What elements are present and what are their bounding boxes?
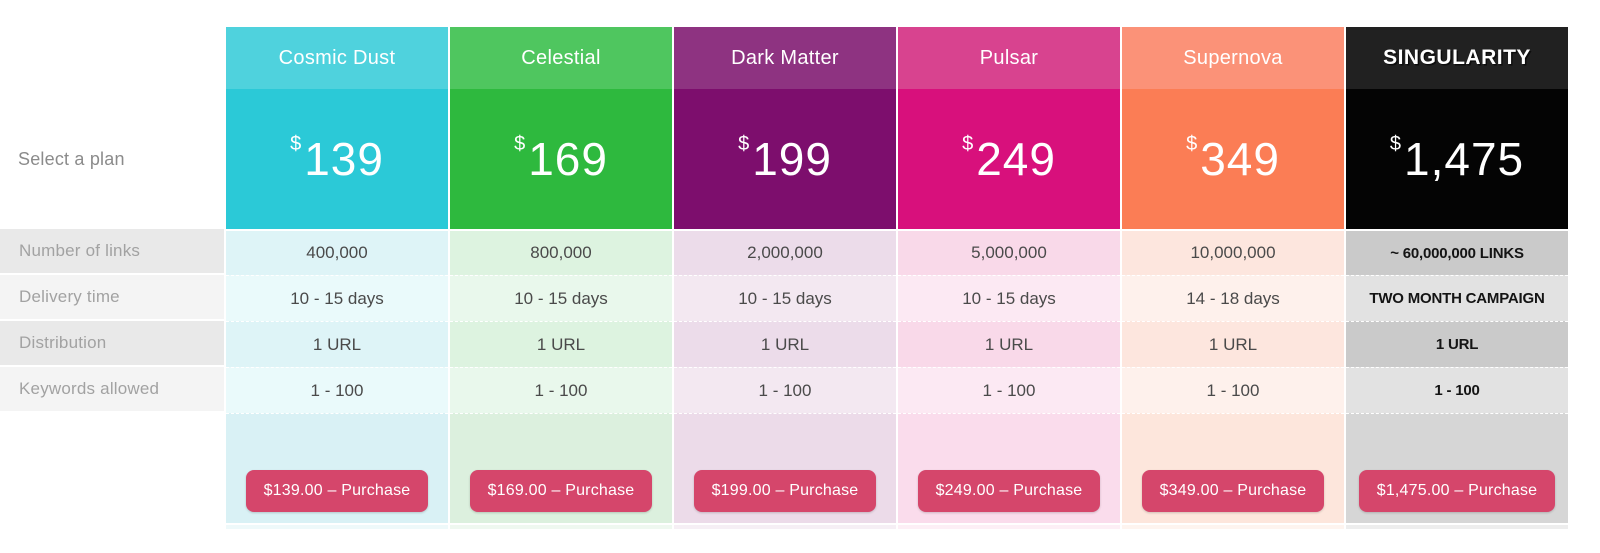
- column-bottom-strip: [898, 525, 1120, 529]
- price-amount: 199: [752, 133, 832, 185]
- currency-symbol: $: [1389, 132, 1401, 155]
- plan-price: $249: [898, 89, 1120, 229]
- column-bottom-strip: [450, 525, 672, 529]
- purchase-button[interactable]: $249.00 – Purchase: [917, 470, 1101, 512]
- currency-symbol: $: [290, 132, 302, 155]
- plan-links-cell: 2,000,000: [674, 229, 896, 275]
- plan-column: Dark Matter $199 2,000,000 10 - 15 days …: [674, 27, 896, 529]
- plan-links-cell: 10,000,000: [1122, 229, 1344, 275]
- plan-name: Dark Matter: [674, 27, 896, 89]
- purchase-button[interactable]: $139.00 – Purchase: [245, 470, 429, 512]
- price-amount: 249: [976, 133, 1056, 185]
- plan-footer: $139.00 – Purchase: [226, 413, 448, 523]
- plan-price: $139: [226, 89, 448, 229]
- plan-name: Celestial: [450, 27, 672, 89]
- plan-price: $169: [450, 89, 672, 229]
- plan-delivery-cell: 10 - 15 days: [450, 275, 672, 321]
- column-bottom-strip: [226, 525, 448, 529]
- plan-footer: $1,475.00 – Purchase: [1346, 413, 1568, 523]
- purchase-button[interactable]: $169.00 – Purchase: [469, 470, 653, 512]
- plan-column: Pulsar $249 5,000,000 10 - 15 days 1 URL…: [898, 27, 1120, 529]
- price-amount: 139: [304, 133, 384, 185]
- purchase-button[interactable]: $1,475.00 – Purchase: [1358, 470, 1556, 512]
- column-bottom-strip: [674, 525, 896, 529]
- plan-delivery-cell: 10 - 15 days: [226, 275, 448, 321]
- column-bottom-strip: [1346, 525, 1568, 529]
- price-amount: 169: [528, 133, 608, 185]
- currency-symbol: $: [738, 132, 750, 155]
- purchase-button[interactable]: $199.00 – Purchase: [693, 470, 877, 512]
- currency-symbol: $: [1186, 132, 1198, 155]
- column-bottom-strip: [1122, 525, 1344, 529]
- price-amount: 349: [1200, 133, 1280, 185]
- pricing-table: Select a plan Number of links Delivery t…: [0, 27, 1568, 529]
- row-label-delivery-time: Delivery time: [0, 275, 224, 321]
- plan-delivery-cell: TWO MONTH CAMPAIGN: [1346, 275, 1568, 321]
- plan-column: Supernova $349 10,000,000 14 - 18 days 1…: [1122, 27, 1344, 529]
- plan-distribution-cell: 1 URL: [898, 321, 1120, 367]
- row-label-keywords-allowed: Keywords allowed: [0, 367, 224, 413]
- plan-price: $199: [674, 89, 896, 229]
- row-label-distribution: Distribution: [0, 321, 224, 367]
- price-amount: 1,475: [1404, 133, 1525, 185]
- header-spacer: [0, 27, 224, 89]
- currency-symbol: $: [962, 132, 974, 155]
- purchase-button[interactable]: $349.00 – Purchase: [1141, 470, 1325, 512]
- plan-distribution-cell: 1 URL: [450, 321, 672, 367]
- plan-column: SINGULARITY $1,475 ~ 60,000,000 LINKS TW…: [1346, 27, 1568, 529]
- plan-footer: $349.00 – Purchase: [1122, 413, 1344, 523]
- plan-keywords-cell: 1 - 100: [898, 367, 1120, 413]
- plan-links-cell: 5,000,000: [898, 229, 1120, 275]
- plan-keywords-cell: 1 - 100: [1346, 367, 1568, 413]
- row-labels-column: Select a plan Number of links Delivery t…: [0, 27, 224, 529]
- plan-distribution-cell: 1 URL: [674, 321, 896, 367]
- plan-name: Cosmic Dust: [226, 27, 448, 89]
- plan-keywords-cell: 1 - 100: [450, 367, 672, 413]
- plan-name: Supernova: [1122, 27, 1344, 89]
- plan-delivery-cell: 14 - 18 days: [1122, 275, 1344, 321]
- plan-links-cell: 800,000: [450, 229, 672, 275]
- plan-column: Cosmic Dust $139 400,000 10 - 15 days 1 …: [226, 27, 448, 529]
- plan-footer: $199.00 – Purchase: [674, 413, 896, 523]
- plan-links-cell: 400,000: [226, 229, 448, 275]
- plan-delivery-cell: 10 - 15 days: [674, 275, 896, 321]
- plan-keywords-cell: 1 - 100: [226, 367, 448, 413]
- plan-distribution-cell: 1 URL: [1346, 321, 1568, 367]
- plan-keywords-cell: 1 - 100: [674, 367, 896, 413]
- plan-delivery-cell: 10 - 15 days: [898, 275, 1120, 321]
- plan-name: Pulsar: [898, 27, 1120, 89]
- select-plan-label: Select a plan: [18, 148, 125, 169]
- plan-distribution-cell: 1 URL: [226, 321, 448, 367]
- plan-price: $1,475: [1346, 89, 1568, 229]
- plan-keywords-cell: 1 - 100: [1122, 367, 1344, 413]
- plan-footer: $169.00 – Purchase: [450, 413, 672, 523]
- plan-name: SINGULARITY: [1346, 27, 1568, 89]
- currency-symbol: $: [514, 132, 526, 155]
- plan-distribution-cell: 1 URL: [1122, 321, 1344, 367]
- plan-column: Celestial $169 800,000 10 - 15 days 1 UR…: [450, 27, 672, 529]
- plan-links-cell: ~ 60,000,000 LINKS: [1346, 229, 1568, 275]
- plan-footer: $249.00 – Purchase: [898, 413, 1120, 523]
- row-label-number-of-links: Number of links: [0, 229, 224, 275]
- plan-price: $349: [1122, 89, 1344, 229]
